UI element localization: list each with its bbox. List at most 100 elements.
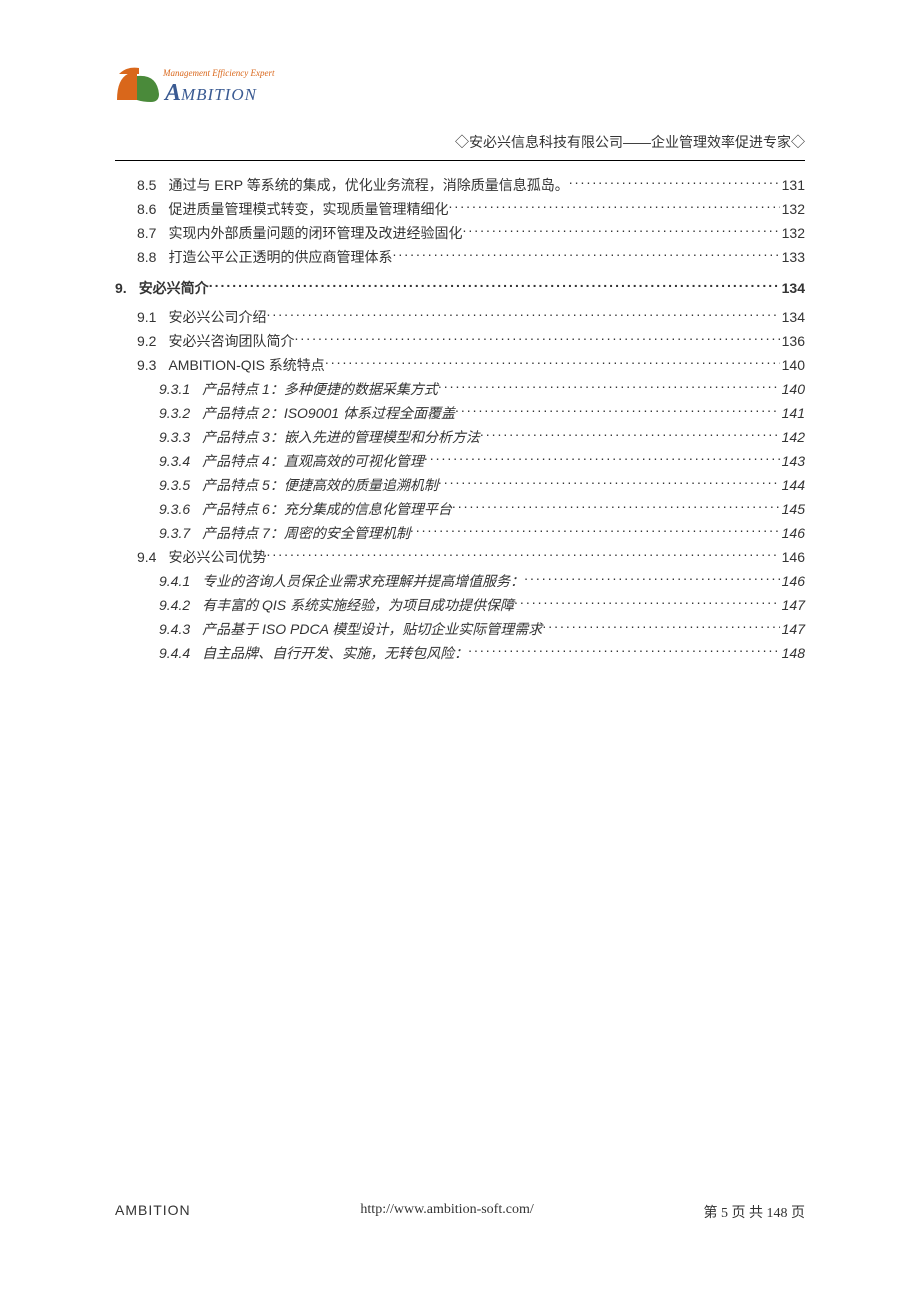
toc-entry[interactable]: 9.4.3产品基于 ISO PDCA 模型设计，贴切企业实际管理需求 147 bbox=[115, 619, 805, 640]
toc-entry[interactable]: 9.4.2有丰富的 QIS 系统实施经验，为项目成功提供保障 147 bbox=[115, 595, 805, 616]
toc-page-number: 132 bbox=[780, 223, 805, 244]
page-header: A MBITION Management Efficiency Expert ◇… bbox=[115, 60, 805, 160]
toc-leader-dots bbox=[542, 620, 779, 634]
toc-leader-dots bbox=[392, 248, 779, 262]
toc-leader-dots bbox=[438, 476, 780, 490]
toc-entry[interactable]: 9.4安必兴公司优势 146 bbox=[115, 547, 805, 568]
toc-title: 产品特点 5：便捷高效的质量追溯机制 bbox=[202, 475, 438, 496]
header-subtitle: ◇安必兴信息科技有限公司——企业管理效率促进专家◇ bbox=[455, 132, 805, 152]
toc-number: 9.2 bbox=[137, 331, 168, 352]
footer-right: 第 5 页 共 148 页 bbox=[703, 1202, 805, 1222]
toc-title: 安必兴公司介绍 bbox=[168, 307, 266, 328]
toc-number: 9.3.7 bbox=[159, 523, 202, 544]
toc-page-number: 148 bbox=[780, 643, 805, 664]
toc-page-number: 136 bbox=[780, 331, 805, 352]
toc-title: 自主品牌、自行开发、实施，无转包风险： bbox=[202, 643, 468, 664]
toc-number: 8.6 bbox=[137, 199, 168, 220]
toc-number: 9.4.2 bbox=[159, 595, 202, 616]
toc-page-number: 147 bbox=[780, 619, 805, 640]
toc-entry[interactable]: 9.3.4产品特点 4：直观高效的可视化管理 143 bbox=[115, 451, 805, 472]
toc-entry[interactable]: 9.4.4自主品牌、自行开发、实施，无转包风险： 148 bbox=[115, 643, 805, 664]
toc-title: 实现内外部质量问题的闭环管理及改进经验固化 bbox=[168, 223, 462, 244]
toc-number: 9.3.6 bbox=[159, 499, 202, 520]
toc-number: 9.3.2 bbox=[159, 403, 202, 424]
toc-leader-dots bbox=[266, 308, 779, 322]
toc-leader-dots bbox=[325, 356, 780, 370]
svg-text:A: A bbox=[163, 80, 181, 106]
toc-page-number: 146 bbox=[780, 547, 805, 568]
footer-center: http://www.ambition-soft.com/ bbox=[360, 1202, 533, 1222]
toc-leader-dots bbox=[452, 500, 780, 514]
toc-entry[interactable]: 9.3.7产品特点 7：周密的安全管理机制146 bbox=[115, 523, 805, 544]
table-of-contents: 8.5通过与 ERP 等系统的集成，优化业务流程，消除质量信息孤岛。131 8.6… bbox=[115, 175, 805, 664]
toc-leader-dots bbox=[209, 279, 780, 293]
toc-title: 安必兴公司优势 bbox=[168, 547, 266, 568]
toc-page-number: 143 bbox=[780, 451, 805, 472]
toc-number: 9.4.4 bbox=[159, 643, 202, 664]
header-divider bbox=[115, 160, 805, 161]
toc-number: 9.3.5 bbox=[159, 475, 202, 496]
toc-number: 9.4.3 bbox=[159, 619, 202, 640]
toc-number: 9.3.1 bbox=[159, 379, 202, 400]
svg-text:MBITION: MBITION bbox=[180, 85, 258, 104]
toc-entry[interactable]: 8.8打造公平公正透明的供应商管理体系133 bbox=[115, 247, 805, 268]
toc-page-number: 133 bbox=[780, 247, 805, 268]
toc-title: 产品特点 1：多种便捷的数据采集方式 bbox=[202, 379, 438, 400]
toc-number: 8.8 bbox=[137, 247, 168, 268]
toc-title: 通过与 ERP 等系统的集成，优化业务流程，消除质量信息孤岛。 bbox=[168, 175, 568, 196]
toc-leader-dots bbox=[462, 224, 779, 238]
toc-entry[interactable]: 8.7实现内外部质量问题的闭环管理及改进经验固化 132 bbox=[115, 223, 805, 244]
toc-title: 专业的咨询人员保企业需求充理解并提高增值服务： bbox=[202, 571, 524, 592]
toc-page-number: 146 bbox=[780, 523, 805, 544]
toc-title: 产品特点 4：直观高效的可视化管理 bbox=[202, 451, 424, 472]
toc-leader-dots bbox=[410, 524, 780, 538]
toc-number: 8.5 bbox=[137, 175, 168, 196]
toc-page-number: 132 bbox=[780, 199, 805, 220]
toc-title: 促进质量管理模式转变，实现质量管理精细化 bbox=[168, 199, 448, 220]
toc-title: 产品基于 ISO PDCA 模型设计，贴切企业实际管理需求 bbox=[202, 619, 542, 640]
toc-number: 9. bbox=[115, 278, 139, 299]
toc-entry[interactable]: 9.1安必兴公司介绍 134 bbox=[115, 307, 805, 328]
toc-entry[interactable]: 9.3AMBITION-QIS 系统特点140 bbox=[115, 355, 805, 376]
toc-entry[interactable]: 9.安必兴简介134 bbox=[115, 278, 805, 299]
page-footer: AMBITION http://www.ambition-soft.com/ 第… bbox=[115, 1202, 805, 1222]
toc-title: 产品特点 2：ISO9001 体系过程全面覆盖 bbox=[202, 403, 455, 424]
toc-entry[interactable]: 9.3.5产品特点 5：便捷高效的质量追溯机制 144 bbox=[115, 475, 805, 496]
toc-leader-dots bbox=[438, 380, 780, 394]
toc-leader-dots bbox=[569, 176, 780, 190]
footer-left: AMBITION bbox=[115, 1202, 191, 1222]
toc-number: 9.3 bbox=[137, 355, 168, 376]
toc-leader-dots bbox=[480, 428, 780, 442]
toc-number: 9.3.4 bbox=[159, 451, 202, 472]
toc-entry[interactable]: 9.2安必兴咨询团队简介 136 bbox=[115, 331, 805, 352]
logo-tagline: Management Efficiency Expert bbox=[163, 68, 274, 78]
toc-entry[interactable]: 9.3.2产品特点 2：ISO9001 体系过程全面覆盖 141 bbox=[115, 403, 805, 424]
toc-title: 安必兴咨询团队简介 bbox=[168, 331, 294, 352]
toc-page-number: 147 bbox=[780, 595, 805, 616]
toc-page-number: 142 bbox=[780, 427, 805, 448]
toc-page-number: 140 bbox=[780, 355, 805, 376]
toc-page-number: 141 bbox=[780, 403, 805, 424]
toc-entry[interactable]: 8.6促进质量管理模式转变，实现质量管理精细化 132 bbox=[115, 199, 805, 220]
toc-title: 有丰富的 QIS 系统实施经验，为项目成功提供保障 bbox=[202, 595, 514, 616]
toc-entry[interactable]: 9.3.3产品特点 3：嵌入先进的管理模型和分析方法 142 bbox=[115, 427, 805, 448]
toc-leader-dots bbox=[294, 332, 779, 346]
toc-entry[interactable]: 8.5通过与 ERP 等系统的集成，优化业务流程，消除质量信息孤岛。131 bbox=[115, 175, 805, 196]
toc-number: 9.4.1 bbox=[159, 571, 202, 592]
toc-number: 9.4 bbox=[137, 547, 168, 568]
toc-number: 9.1 bbox=[137, 307, 168, 328]
toc-entry[interactable]: 9.3.1产品特点 1：多种便捷的数据采集方式140 bbox=[115, 379, 805, 400]
toc-page-number: 134 bbox=[780, 307, 805, 328]
toc-leader-dots bbox=[448, 200, 779, 214]
toc-number: 8.7 bbox=[137, 223, 168, 244]
toc-page-number: 146 bbox=[780, 571, 805, 592]
toc-number: 9.3.3 bbox=[159, 427, 202, 448]
toc-entry[interactable]: 9.4.1专业的咨询人员保企业需求充理解并提高增值服务： 146 bbox=[115, 571, 805, 592]
toc-leader-dots bbox=[424, 452, 780, 466]
toc-page-number: 144 bbox=[780, 475, 805, 496]
toc-entry[interactable]: 9.3.6产品特点 6：充分集成的信息化管理平台145 bbox=[115, 499, 805, 520]
toc-title: 产品特点 3：嵌入先进的管理模型和分析方法 bbox=[202, 427, 480, 448]
toc-page-number: 145 bbox=[780, 499, 805, 520]
toc-leader-dots bbox=[514, 596, 780, 610]
toc-leader-dots bbox=[266, 548, 779, 562]
